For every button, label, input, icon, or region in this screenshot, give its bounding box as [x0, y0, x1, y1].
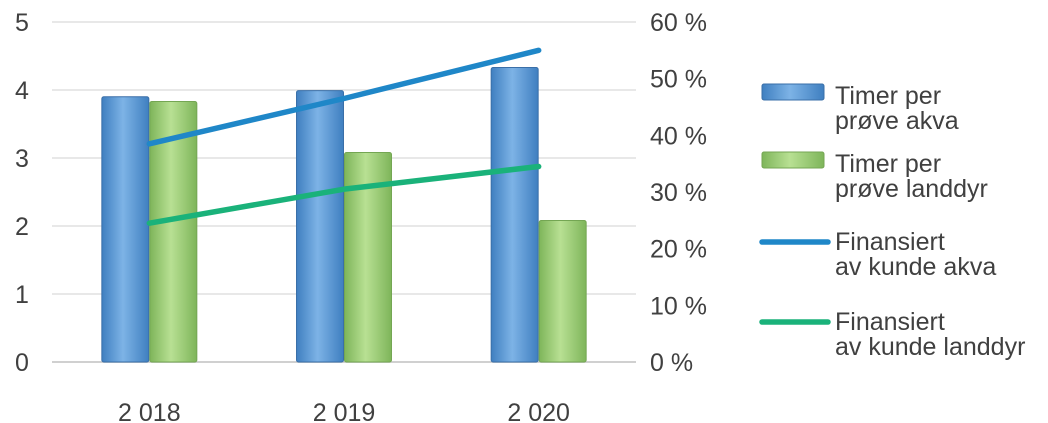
- x-axis: 2 018 2 019 2 020: [118, 399, 570, 423]
- left-tick-label: 2: [15, 213, 29, 241]
- left-y-axis: 0 1 2 3 4 5: [15, 9, 29, 377]
- legend-label: Finansiert: [835, 228, 945, 256]
- right-tick-label: 0 %: [650, 349, 693, 377]
- bars: [101, 67, 587, 363]
- right-tick-label: 60 %: [650, 9, 707, 37]
- trend-lines: [146, 47, 542, 226]
- left-tick-label: 0: [15, 349, 29, 377]
- legend-label: Timer per: [835, 150, 941, 178]
- bar-landdyr-1: [344, 152, 392, 363]
- left-tick-label: 5: [15, 9, 29, 37]
- legend-label: av kunde landdyr: [835, 333, 1025, 361]
- legend-swatch-1: [761, 151, 825, 169]
- legend-label: Finansiert: [835, 308, 945, 336]
- legend-label: av kunde akva: [835, 253, 996, 281]
- legend-label: prøve landdyr: [835, 175, 988, 203]
- right-y-axis: 0 % 10 % 20 % 30 % 40 % 50 % 60 %: [650, 9, 707, 377]
- bar-akva-1: [296, 90, 344, 363]
- x-tick-label: 2 020: [507, 399, 570, 423]
- line-landdyr: [146, 163, 542, 226]
- right-tick-label: 50 %: [650, 66, 707, 94]
- bar-landdyr-2: [538, 220, 587, 363]
- bar-akva-0: [101, 96, 150, 363]
- x-tick-label: 2 019: [313, 399, 376, 423]
- right-tick-label: 10 %: [650, 292, 707, 320]
- bar-akva-2: [490, 67, 539, 363]
- right-tick-label: 20 %: [650, 236, 707, 264]
- right-tick-label: 30 %: [650, 179, 707, 207]
- left-tick-label: 1: [15, 281, 29, 309]
- left-tick-label: 4: [15, 77, 29, 105]
- legend-label: Timer per: [835, 82, 941, 110]
- right-tick-label: 40 %: [650, 122, 707, 150]
- line-akva: [146, 47, 542, 147]
- legend-swatch-0: [761, 83, 825, 101]
- x-tick-label: 2 018: [118, 399, 181, 423]
- left-tick-label: 3: [15, 145, 29, 173]
- bar-landdyr-0: [149, 101, 198, 363]
- legend-label: prøve akva: [835, 107, 959, 135]
